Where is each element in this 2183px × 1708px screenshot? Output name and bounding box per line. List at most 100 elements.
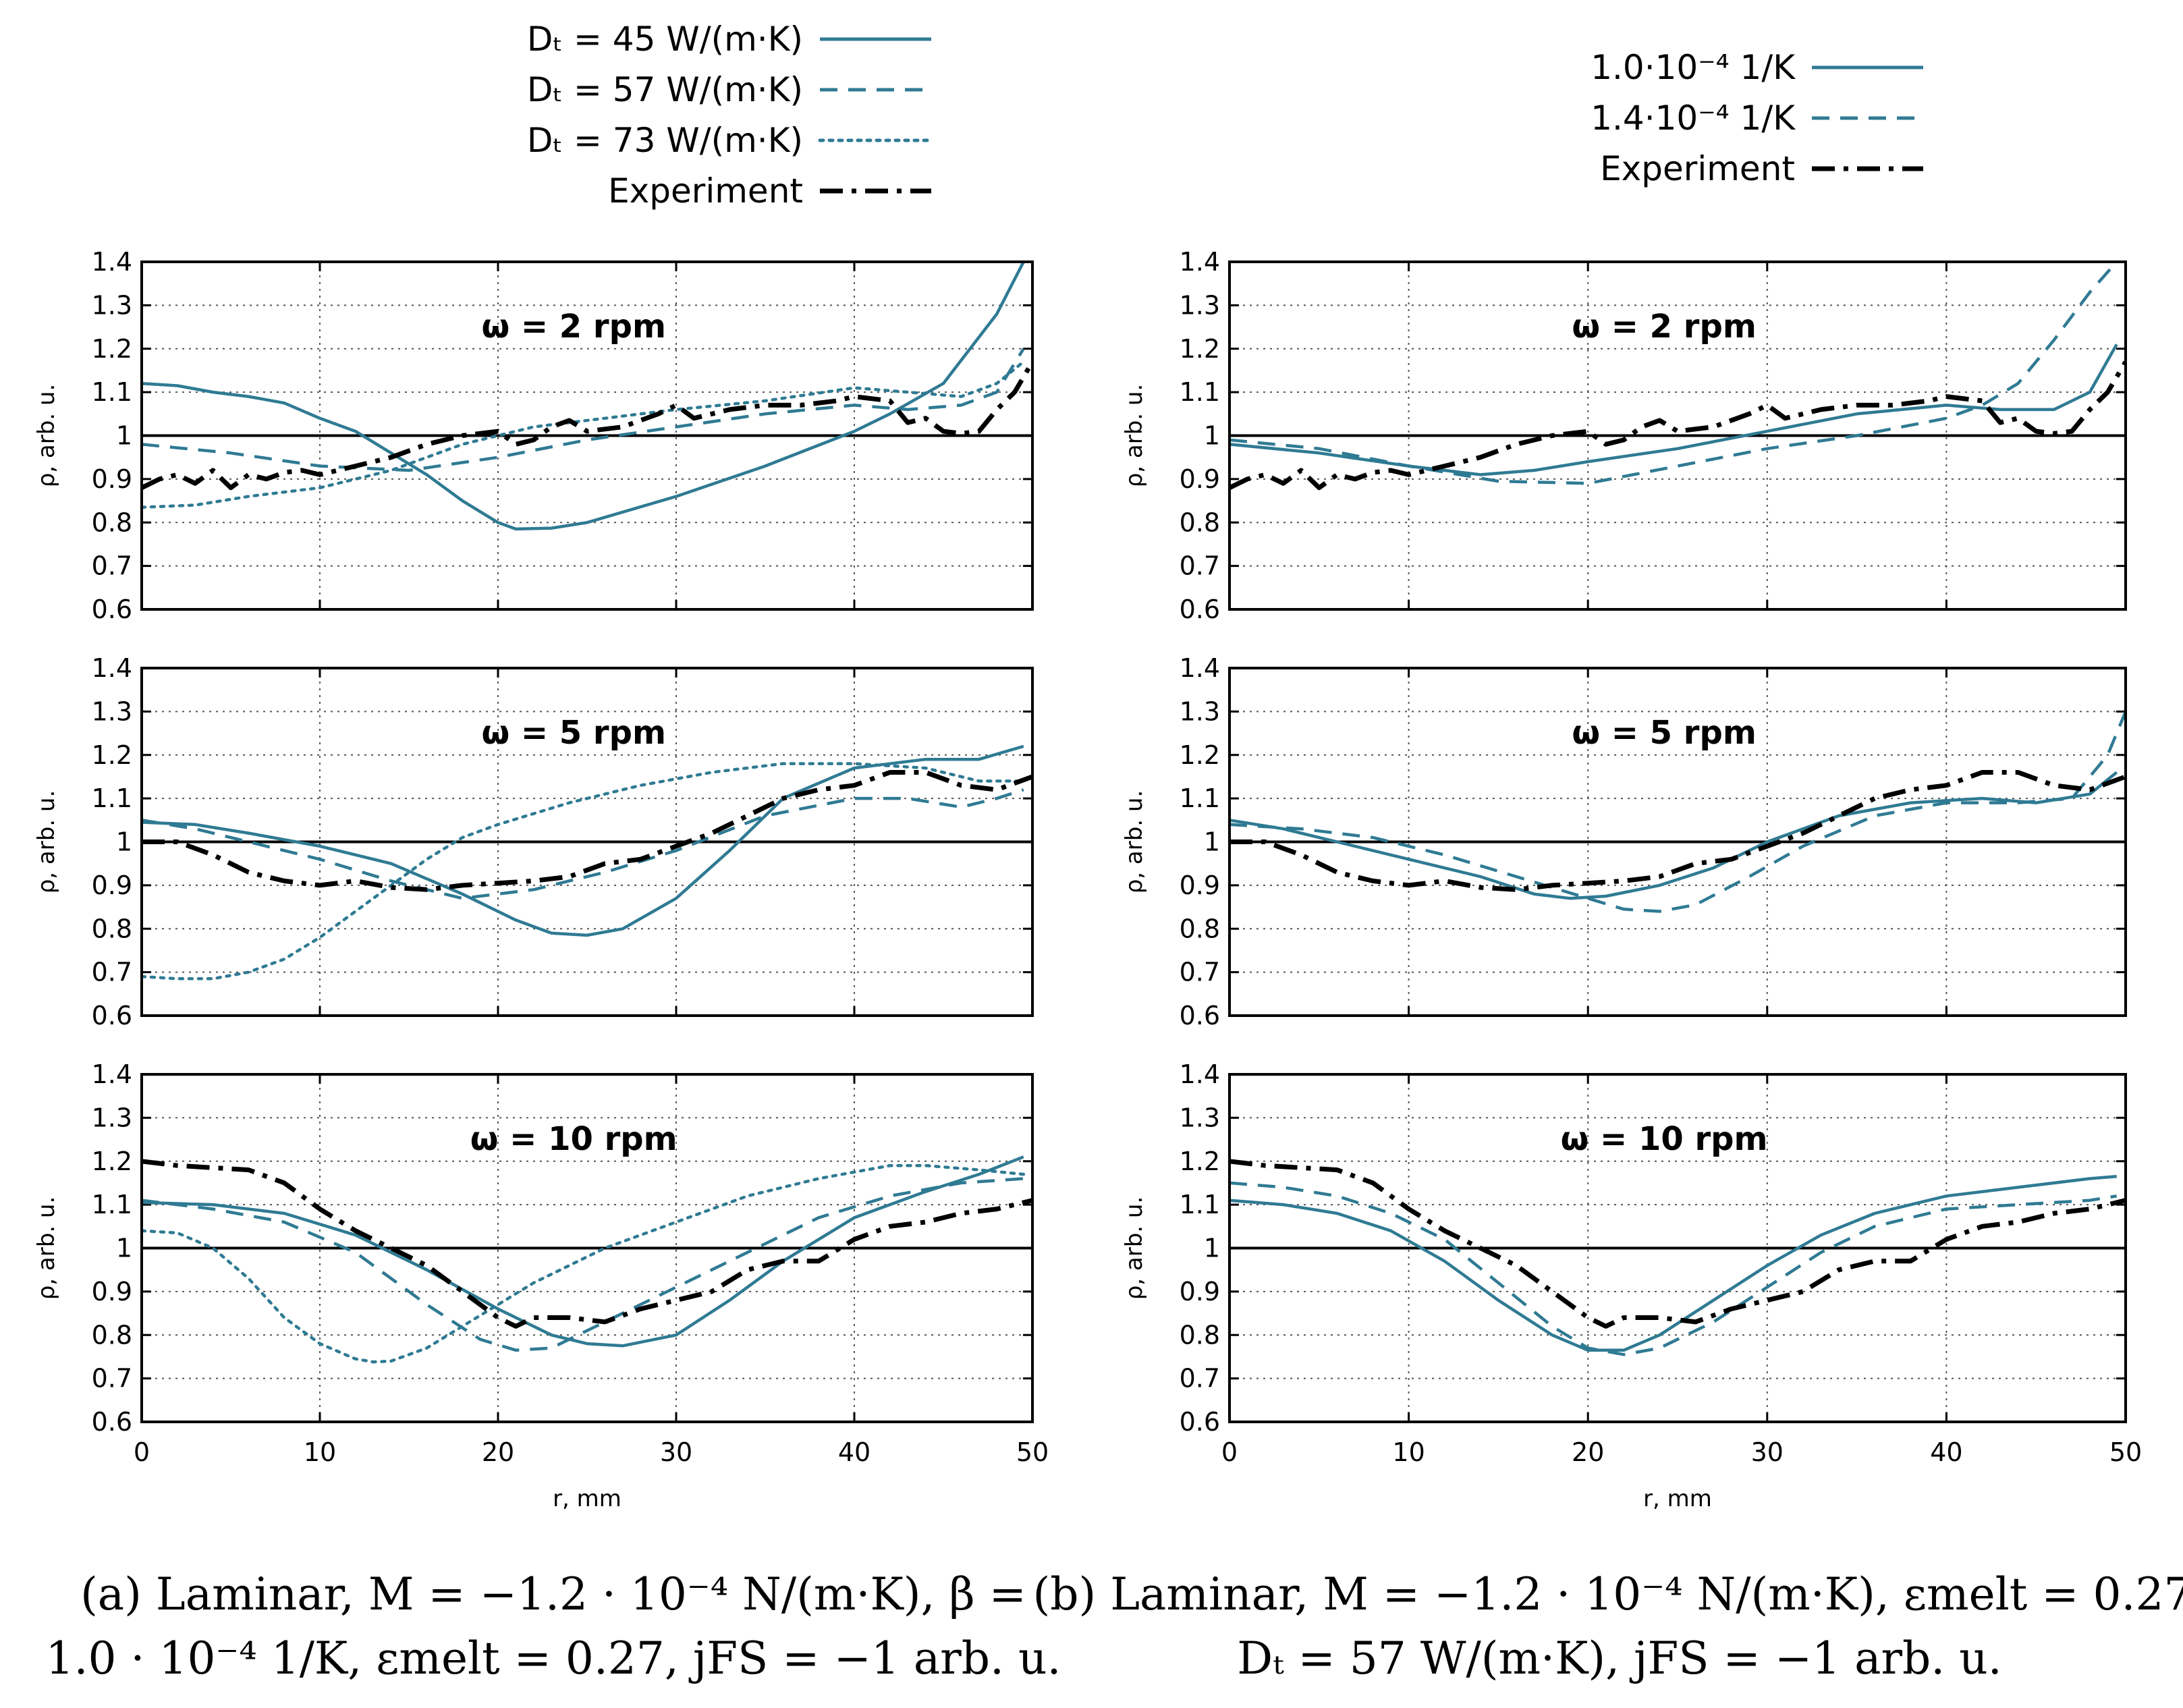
y-tick-label: 0.7: [92, 1364, 132, 1394]
caption-line: (b) Laminar, M = −1.2 · 10⁻⁴ N/(m·K), εm…: [1033, 1568, 2183, 1620]
legend-label: Dₜ = 57 W/(m·K): [527, 70, 803, 109]
chart-panels: 0.6 0.7 0.8 0.9 1 1.1 1.2 1.3 1.4 ρ, arb. u. ω = 2…: [33, 247, 2142, 1512]
series-line-dotted: [142, 360, 1026, 509]
y-tick-label: 1.1: [92, 783, 132, 813]
captions: (a) Laminar, M = −1.2 · 10⁻⁴ N/(m·K), β …: [46, 1568, 2183, 1684]
y-tick-label: 1.3: [92, 1103, 132, 1132]
legends: Dₜ = 45 W/(m·K) Dₜ = 57 W/(m·K) Dₜ = 73 W/…: [527, 20, 1923, 211]
y-tick-label: 1.2: [1180, 334, 1220, 364]
plot-frame: [140, 260, 1034, 611]
legend-label: Dₜ = 45 W/(m·K): [527, 20, 803, 59]
x-tick-label: 10: [1392, 1437, 1425, 1467]
y-tick-label: 0.6: [1180, 1001, 1220, 1030]
x-tick-label: 10: [304, 1437, 336, 1467]
caption-line: (a) Laminar, M = −1.2 · 10⁻⁴ N/(m·K), β …: [80, 1568, 1026, 1620]
series-line-dashdot: [142, 770, 1032, 892]
y-tick-label: 1.1: [92, 377, 132, 407]
y-tick-label: 1: [116, 421, 132, 451]
y-axis-label: ρ, arb. u.: [1121, 1196, 1148, 1300]
y-tick-label: 1: [1204, 421, 1220, 451]
chart-panel-2: 0.6 0.7 0.8 0.9 1 1.1 1.2 1.3 1.4 ρ, arb. u. ω = 5…: [33, 653, 1034, 1030]
series-line-dashdot: [142, 1159, 1032, 1329]
y-tick-label: 0.6: [92, 1001, 132, 1030]
y-tick-label: 0.8: [92, 1320, 132, 1350]
caption-line: 1.0 · 10⁻⁴ 1/K, εmelt = 0.27, jFS = −1 a…: [46, 1632, 1061, 1684]
chart-panel-1: 0.6 0.7 0.8 0.9 1 1.1 1.2 1.3 1.4 ρ, arb. u. ω = 2…: [33, 247, 1034, 624]
series-line-dashdot: [1229, 360, 2126, 491]
panel-title: ω = 10 rpm: [470, 1120, 678, 1158]
y-tick-label: 0.6: [92, 1407, 132, 1437]
y-tick-label: 1.3: [1180, 1103, 1220, 1132]
y-tick-label: 1.2: [1180, 1147, 1220, 1176]
series-line-solid: [142, 262, 1025, 531]
y-tick-label: 0.8: [1180, 507, 1220, 537]
legend-label: 1.0·10⁻⁴ 1/K: [1591, 48, 1796, 87]
y-tick-label: 0.9: [92, 1277, 132, 1306]
plot-frame: [1228, 260, 2127, 611]
y-tick-label: 1.3: [92, 290, 132, 320]
y-tick-label: 0.9: [1180, 464, 1220, 494]
series-line-dotted: [142, 1163, 1026, 1364]
legend-label: Experiment: [608, 171, 803, 211]
y-tick-label: 0.7: [1180, 958, 1220, 987]
series-line-dotted: [142, 762, 1026, 981]
x-axis-label: r, mm: [553, 1485, 621, 1512]
y-axis-label: ρ, arb. u.: [33, 1196, 60, 1300]
y-tick-label: 1.4: [92, 247, 132, 277]
chart-panel-4: 0.6 0.7 0.8 0.9 1 1.1 1.2 1.3 1.4 ρ, arb. u. ω = 2…: [1121, 247, 2127, 624]
y-tick-label: 0.7: [92, 551, 132, 581]
y-tick-label: 1.2: [92, 334, 132, 364]
y-tick-label: 1: [116, 827, 132, 857]
series-line-solid: [1229, 343, 2118, 476]
panel-title: ω = 10 rpm: [1561, 1120, 1768, 1158]
y-tick-label: 1: [116, 1234, 132, 1263]
y-tick-label: 0.7: [92, 958, 132, 987]
panel-title: ω = 5 rpm: [1572, 714, 1757, 752]
y-tick-label: 1.4: [1180, 247, 1220, 277]
y-tick-label: 1: [1204, 1234, 1220, 1263]
y-axis-label: ρ, arb. u.: [33, 384, 60, 488]
y-tick-label: 1.1: [1180, 783, 1220, 813]
x-tick-label: 0: [1221, 1437, 1238, 1467]
x-tick-label: 40: [838, 1437, 871, 1467]
y-tick-label: 0.6: [1180, 595, 1220, 624]
y-tick-label: 1: [1204, 827, 1220, 857]
series-line-dashdot: [1229, 770, 2126, 892]
panel-title: ω = 5 rpm: [481, 714, 666, 752]
y-tick-label: 1.2: [92, 740, 132, 770]
y-tick-label: 1.3: [1180, 290, 1220, 320]
legend-b: 1.0·10⁻⁴ 1/K 1.4·10⁻⁴ 1/K Experiment: [1591, 48, 1923, 188]
x-tick-label: 30: [1751, 1437, 1784, 1467]
chart-panel-5: 0.6 0.7 0.8 0.9 1 1.1 1.2 1.3 1.4 ρ, arb. u. ω = 5…: [1121, 653, 2127, 1030]
y-tick-label: 1.1: [1180, 1190, 1220, 1219]
y-axis-label: ρ, arb. u.: [1121, 790, 1148, 894]
plot-frame: [1228, 1073, 2127, 1423]
y-tick-label: 1.4: [1180, 653, 1220, 683]
y-tick-label: 1.2: [92, 1147, 132, 1176]
series-line-dashed: [1229, 262, 2118, 485]
panel-title: ω = 2 rpm: [1572, 308, 1757, 346]
legend-label: 1.4·10⁻⁴ 1/K: [1591, 99, 1796, 138]
x-tick-label: 50: [1016, 1437, 1049, 1467]
y-axis-label: ρ, arb. u.: [1121, 384, 1148, 488]
y-tick-label: 0.8: [1180, 914, 1220, 943]
caption-line: Dₜ = 57 W/(m·K), jFS = −1 arb. u.: [1237, 1632, 2001, 1684]
series-line-solid: [1229, 1175, 2117, 1352]
y-tick-label: 0.9: [92, 464, 132, 494]
y-tick-label: 1.4: [92, 653, 132, 683]
plot-frame: [140, 1073, 1034, 1423]
y-tick-label: 0.6: [92, 595, 132, 624]
legend-label: Dₜ = 73 W/(m·K): [527, 121, 803, 160]
series-line-dashed: [1229, 1181, 2118, 1356]
x-tick-label: 40: [1930, 1437, 1962, 1467]
y-tick-label: 0.6: [1180, 1407, 1220, 1437]
plot-frame: [1228, 667, 2127, 1017]
y-tick-label: 1.1: [1180, 377, 1220, 407]
y-tick-label: 1.3: [92, 696, 132, 726]
series-line-dashdot: [1229, 1159, 2126, 1329]
x-tick-label: 20: [482, 1437, 514, 1467]
legend-label: Experiment: [1600, 149, 1795, 188]
x-tick-label: 20: [1572, 1437, 1604, 1467]
series-line-dashdot: [142, 360, 1032, 491]
y-tick-label: 1.4: [92, 1059, 132, 1089]
